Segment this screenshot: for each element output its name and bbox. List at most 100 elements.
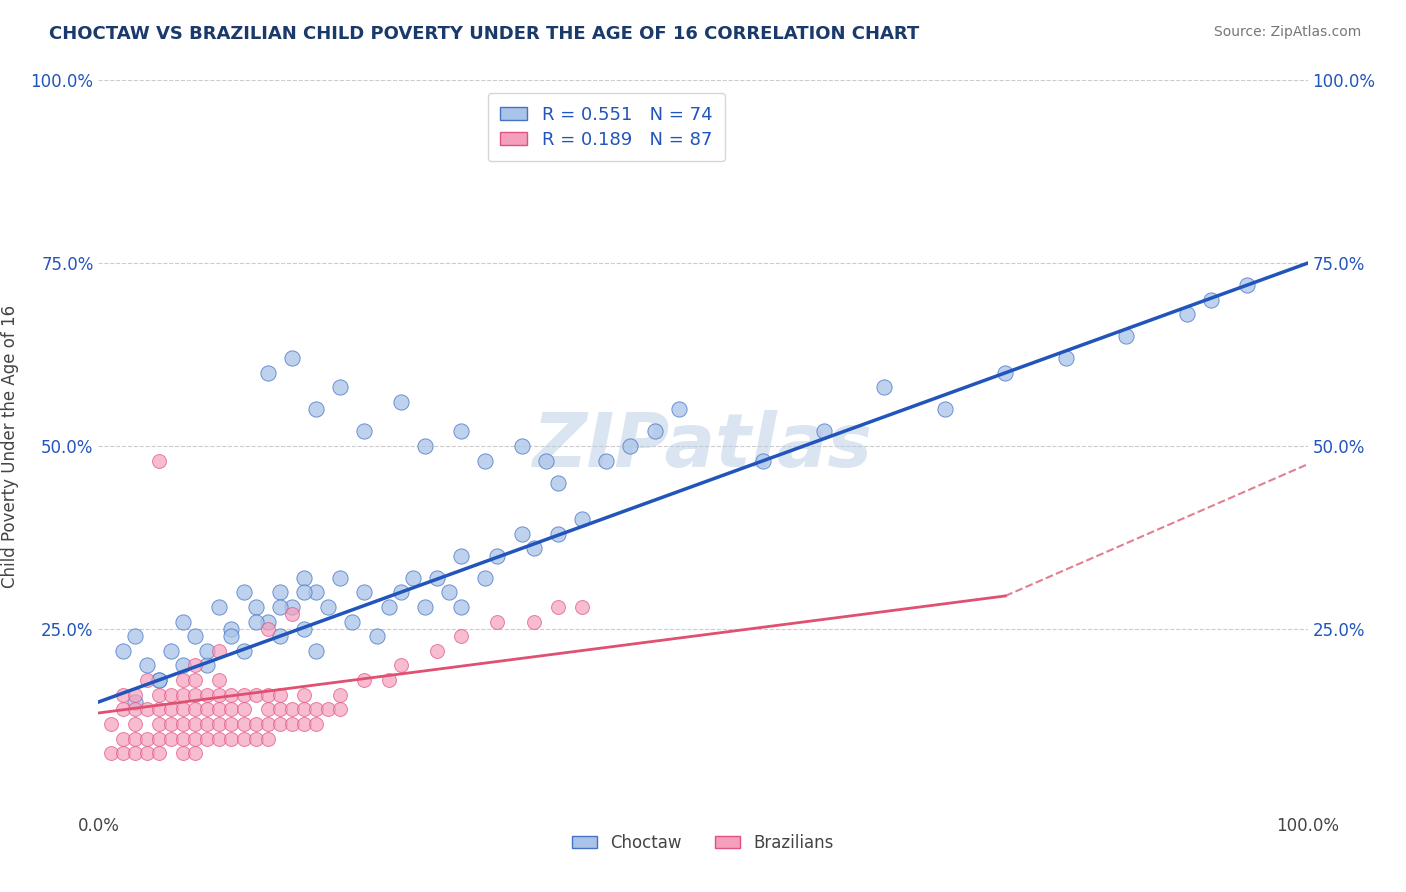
Point xyxy=(486,615,509,629)
Point xyxy=(1115,329,1137,343)
Point xyxy=(269,629,291,643)
Point xyxy=(208,673,231,687)
Point xyxy=(329,380,352,394)
Point xyxy=(426,644,449,658)
Point xyxy=(221,717,243,731)
Point xyxy=(413,439,436,453)
Point xyxy=(148,673,170,687)
Point xyxy=(510,439,533,453)
Point xyxy=(329,702,352,716)
Point xyxy=(1175,307,1198,321)
Point xyxy=(148,688,170,702)
Point xyxy=(571,599,593,614)
Point xyxy=(184,731,207,746)
Legend: Choctaw, Brazilians: Choctaw, Brazilians xyxy=(565,827,841,858)
Point xyxy=(148,717,170,731)
Point xyxy=(547,599,569,614)
Point xyxy=(245,688,267,702)
Point xyxy=(160,717,183,731)
Point xyxy=(813,425,835,439)
Point xyxy=(195,644,218,658)
Point xyxy=(534,453,557,467)
Point xyxy=(305,644,328,658)
Point xyxy=(111,702,134,716)
Point xyxy=(668,402,690,417)
Point xyxy=(100,717,122,731)
Point xyxy=(256,717,278,731)
Point xyxy=(256,366,278,380)
Point xyxy=(172,731,194,746)
Point xyxy=(148,731,170,746)
Point xyxy=(195,717,218,731)
Point xyxy=(232,688,254,702)
Point xyxy=(292,622,315,636)
Point xyxy=(148,702,170,716)
Point xyxy=(644,425,666,439)
Point xyxy=(413,599,436,614)
Point xyxy=(256,688,278,702)
Point xyxy=(329,688,352,702)
Point xyxy=(184,629,207,643)
Point xyxy=(269,585,291,599)
Point xyxy=(450,629,472,643)
Point xyxy=(292,688,315,702)
Point xyxy=(172,717,194,731)
Point xyxy=(389,395,412,409)
Point xyxy=(148,746,170,760)
Point xyxy=(523,615,546,629)
Point xyxy=(172,673,194,687)
Point xyxy=(172,702,194,716)
Point xyxy=(1199,293,1222,307)
Point xyxy=(232,717,254,731)
Point xyxy=(221,629,243,643)
Point xyxy=(208,717,231,731)
Point xyxy=(353,585,375,599)
Point xyxy=(281,717,304,731)
Point xyxy=(547,526,569,541)
Text: ZIPatlas: ZIPatlas xyxy=(533,409,873,483)
Point xyxy=(269,702,291,716)
Point xyxy=(172,615,194,629)
Point xyxy=(135,673,157,687)
Point xyxy=(221,622,243,636)
Point xyxy=(124,731,146,746)
Point xyxy=(148,453,170,467)
Point xyxy=(160,688,183,702)
Point xyxy=(269,599,291,614)
Point xyxy=(292,717,315,731)
Point xyxy=(148,673,170,687)
Point xyxy=(245,615,267,629)
Point xyxy=(221,688,243,702)
Point xyxy=(281,599,304,614)
Point xyxy=(184,717,207,731)
Point xyxy=(342,615,364,629)
Point xyxy=(184,702,207,716)
Point xyxy=(595,453,617,467)
Point xyxy=(450,425,472,439)
Point xyxy=(305,702,328,716)
Point xyxy=(305,585,328,599)
Point xyxy=(316,702,339,716)
Point xyxy=(232,644,254,658)
Point xyxy=(221,702,243,716)
Point xyxy=(377,673,399,687)
Point xyxy=(111,644,134,658)
Point xyxy=(619,439,641,453)
Point xyxy=(329,571,352,585)
Point xyxy=(195,731,218,746)
Point xyxy=(184,746,207,760)
Point xyxy=(437,585,460,599)
Point xyxy=(366,629,388,643)
Point xyxy=(305,717,328,731)
Point xyxy=(426,571,449,585)
Point xyxy=(111,688,134,702)
Point xyxy=(571,512,593,526)
Point xyxy=(269,688,291,702)
Point xyxy=(1236,278,1258,293)
Point xyxy=(292,571,315,585)
Point xyxy=(292,585,315,599)
Point xyxy=(934,402,956,417)
Point xyxy=(208,599,231,614)
Point xyxy=(353,673,375,687)
Point xyxy=(994,366,1017,380)
